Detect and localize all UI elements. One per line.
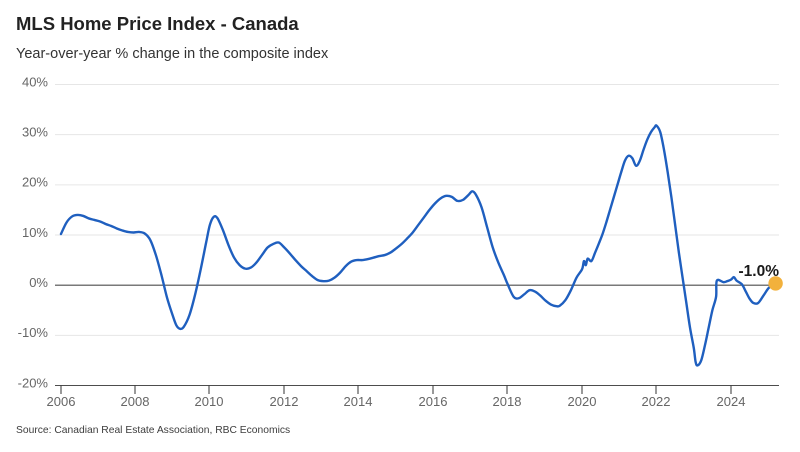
svg-text:2014: 2014 (344, 394, 373, 409)
svg-text:2020: 2020 (568, 394, 597, 409)
svg-text:20%: 20% (22, 175, 48, 190)
svg-text:40%: 40% (22, 74, 48, 89)
svg-text:2006: 2006 (47, 394, 76, 409)
svg-text:10%: 10% (22, 225, 48, 240)
svg-text:-20%: -20% (18, 375, 49, 390)
svg-text:0%: 0% (29, 275, 48, 290)
svg-text:-10%: -10% (18, 325, 49, 340)
svg-text:2010: 2010 (195, 394, 224, 409)
svg-text:30%: 30% (22, 124, 48, 139)
svg-text:-1.0%: -1.0% (739, 263, 780, 280)
svg-text:2022: 2022 (642, 394, 671, 409)
svg-text:2008: 2008 (121, 394, 150, 409)
svg-text:2018: 2018 (493, 394, 522, 409)
svg-text:2024: 2024 (717, 394, 746, 409)
svg-text:2012: 2012 (270, 394, 299, 409)
svg-text:2016: 2016 (419, 394, 448, 409)
